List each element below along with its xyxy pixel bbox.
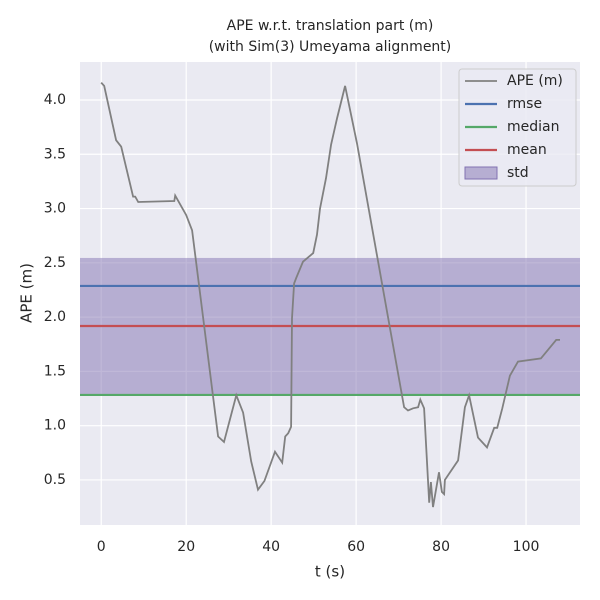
y-tick-label: 0.5	[44, 472, 66, 488]
y-tick-label: 1.5	[44, 363, 66, 379]
y-tick-label: 2.0	[44, 309, 66, 325]
y-tick-label: 3.0	[44, 201, 66, 217]
legend-label: rmse	[507, 96, 542, 112]
x-tick-label: 0	[97, 539, 106, 555]
legend-label: std	[507, 165, 529, 181]
series-line	[100, 81, 560, 508]
x-tick-label: 60	[347, 539, 365, 555]
chart-subtitle: (with Sim(3) Umeyama alignment)	[209, 39, 452, 55]
y-tick-label: 3.5	[44, 146, 66, 162]
legend-swatch	[464, 166, 498, 180]
x-tick-label: 40	[262, 539, 280, 555]
y-tick-label: 4.0	[44, 92, 66, 108]
legend: APE (m) rmse median mean std	[458, 68, 577, 187]
chart-title: APE w.r.t. translation part (m)	[227, 18, 434, 34]
y-tick-label: 1.0	[44, 418, 66, 434]
x-tick-label: 80	[432, 539, 450, 555]
legend-label: median	[507, 119, 559, 135]
x-tick-label: 100	[513, 539, 540, 555]
x-tick-label: 20	[177, 539, 195, 555]
x-axis-label: t (s)	[315, 563, 345, 581]
y-tick-label: 2.5	[44, 255, 66, 271]
legend-box	[458, 68, 577, 187]
legend-label: APE (m)	[507, 73, 563, 89]
legend-label: mean	[507, 142, 547, 158]
y-axis-label: APE (m)	[18, 263, 36, 323]
